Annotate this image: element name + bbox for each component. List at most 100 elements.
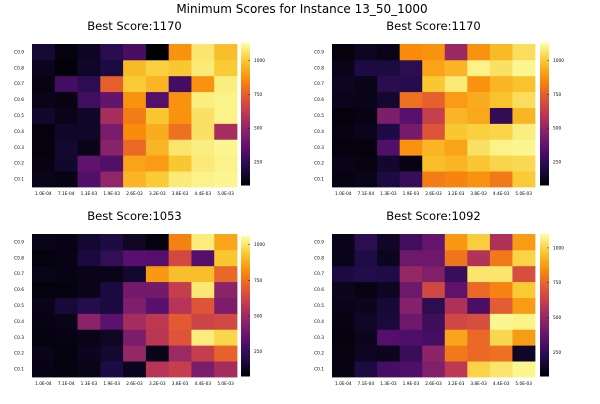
colorbar-segment [241,324,250,327]
heatmap-cell [32,329,56,346]
colorbar-segment [540,116,549,119]
heatmap-cell [422,59,446,77]
heatmap-cell [444,107,468,124]
heatmap-cell [191,297,215,314]
heatmap-cell [354,234,378,251]
heatmap-cell [489,361,513,378]
heatmap-cell [32,249,56,267]
heatmap-cell [444,123,468,140]
colorbar-segment [241,130,250,133]
heatmap-cell [32,59,56,77]
heatmap-cell [399,361,423,378]
colorbar-segment [540,254,549,257]
colorbar-segment [540,260,549,263]
colorbar-tick-label: 500 [254,314,262,320]
heatmap-cell [422,313,446,330]
heatmap-cell [214,171,238,188]
colorbar-segment [540,107,549,111]
colorbar-segment [540,101,549,105]
heatmap-cell [332,265,355,283]
heatmap-cell [123,234,147,251]
x-tick-label: 3.8E-03 [172,191,189,197]
colorbar-tick-label: 750 [254,92,262,98]
heatmap-cell [444,281,468,298]
colorbar-segment [540,282,549,286]
heatmap-cell [422,91,446,108]
x-tick-label: 3.2E-03 [448,191,465,197]
heatmap-cell [332,107,355,124]
y-tick-label: C0.9 [14,239,24,245]
colorbar-tick-label: 250 [553,350,561,356]
colorbar-segment [540,268,549,272]
heatmap-cell [444,297,468,314]
colorbar-tick-label: 1000 [553,58,564,64]
colorbar-segment [241,95,250,99]
colorbar-segment [241,152,250,156]
colorbar-segment [241,99,250,103]
colorbar-segment [241,240,250,243]
colorbar-segment [540,69,549,72]
y-tick-label: C0.9 [314,239,324,245]
colorbar-segment [540,144,549,147]
heatmap-cell [399,44,423,61]
heatmap-cell [377,107,401,124]
y-tick-label: C0.6 [314,287,324,293]
colorbar-segment [540,335,549,338]
colorbar-segment [241,250,250,253]
heatmap-cell [444,139,468,156]
y-tick-label: C0.2 [314,161,324,167]
heatmap-cell [145,123,170,140]
figure-suptitle: Minimum Scores for Instance 13_50_1000 [176,2,427,16]
heatmap-cell [168,139,192,156]
heatmap-cell [145,107,170,124]
colorbar-segment [241,298,250,301]
colorbar-segment [540,182,549,186]
heatmap-cell [100,107,124,124]
heatmap-cell [377,249,401,267]
heatmap-cell [100,281,124,298]
colorbar-segment [241,154,250,158]
y-tick-label: C0.1 [314,177,324,183]
heatmap-cell [191,91,215,108]
heatmap-cell [489,139,513,156]
heatmap-cell [123,139,147,156]
x-tick-label: 2.6E-03 [425,381,442,387]
heatmap-cell [191,345,215,362]
colorbar-segment [540,323,549,326]
heatmap-cell [32,139,56,156]
y-tick-label: C0.4 [314,129,324,135]
heatmap-cell [54,171,78,188]
x-tick-label: 3.2E-03 [448,381,465,387]
colorbar-segment [540,365,549,369]
colorbar-segment [540,154,549,158]
colorbar-segment [540,313,549,316]
heatmap-cell [512,265,536,283]
heatmap-cell [32,234,56,251]
colorbar-segment [241,270,250,273]
heatmap-cell [100,234,124,251]
colorbar-tick-label: 250 [254,160,262,166]
colorbar-segment [241,146,250,149]
colorbar-segment [540,367,549,371]
y-tick-label: C0.9 [314,49,324,55]
heatmap-cell [512,44,536,61]
colorbar-tick-label: 750 [254,278,262,284]
heatmap-cell [354,171,378,188]
x-tick-label: 7.1E-04 [358,381,375,387]
heatmap-cell [512,139,536,156]
heatmap-cell [332,313,355,330]
colorbar-segment [241,294,250,297]
colorbar-segment [540,294,549,298]
heatmap-cell [377,171,401,188]
heatmap-cell [467,297,491,314]
heatmap-cell [32,75,56,93]
heatmap-cell [145,234,170,251]
heatmap-cell [332,234,355,251]
colorbar-segment [241,166,250,170]
heatmap-cell [145,313,170,330]
heatmap-cell [123,297,147,314]
colorbar-segment [241,286,250,289]
colorbar-segment [540,300,549,304]
colorbar-segment [241,344,250,347]
x-tick-label: 3.8E-03 [470,191,487,197]
